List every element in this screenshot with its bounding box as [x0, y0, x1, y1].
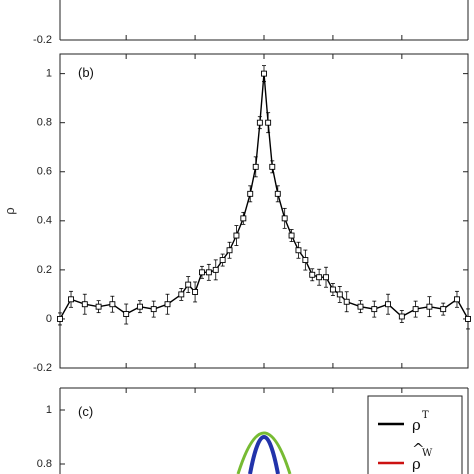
panel-b-ytick-label: 0.8 [37, 117, 52, 129]
panel-b-point-marker [465, 315, 471, 322]
panel-b-point-marker [240, 215, 247, 222]
panel-a: -0.2 [33, 0, 469, 46]
panel-a-ytick-label: -0.2 [33, 34, 52, 46]
legend-sup-rho-t: T [422, 410, 429, 421]
panel-b-point-marker [136, 303, 143, 310]
legend-sup-rho-w: W [422, 448, 433, 459]
panel-b-label: (b) [78, 65, 94, 80]
panel-c-peak-curve [248, 435, 280, 474]
panel-b-ytick-label: 0 [46, 313, 52, 325]
panel-b-point-marker [454, 296, 460, 303]
legend-symbol-rho-t: ρ [412, 416, 421, 434]
panel-b-point-marker [109, 301, 116, 308]
panel-b-point-marker [226, 247, 233, 254]
panel-b-y-ticks: -0.2 0 0.2 0.4 0.6 0.8 1 [33, 68, 468, 374]
panel-b-point-marker [81, 301, 88, 308]
panel-c-label: (c) [78, 404, 93, 419]
panel-b-point-marker [199, 269, 205, 276]
panel-b-ytick-label: 0.2 [37, 264, 52, 276]
y-axis-label: ρ [2, 207, 17, 214]
panel-b-ytick-label: 1 [46, 68, 52, 80]
panel-b: -0.2 0 0.2 0.4 0.6 0.8 1 (b) ρ [2, 53, 471, 374]
panel-b-point-marker [233, 232, 240, 239]
panel-b-point-marker [426, 303, 433, 310]
panel-c: 1 0.8 (c) ρ T ρ ^ W [37, 387, 469, 474]
panel-b-point-marker [316, 274, 323, 281]
legend-symbol-rho-w: ρ [412, 455, 421, 473]
panel-b-point-marker [323, 274, 329, 281]
panel-b-point-marker [371, 306, 378, 313]
panel-b-point-marker [123, 311, 130, 317]
legend-box [367, 395, 463, 474]
panel-b-frame [59, 53, 469, 369]
panel-b-point-marker [412, 306, 419, 313]
panel-b-point-marker [302, 257, 309, 264]
panel-b-point-marker [336, 291, 343, 298]
panel-b-point-marker [252, 163, 259, 170]
panel-a-x-ticks [125, 35, 403, 40]
panel-b-ytick-label: 0.6 [37, 166, 52, 178]
panel-b-point-marker [192, 289, 199, 295]
panel-b-point-marker [281, 215, 288, 222]
panel-b-point-marker [274, 190, 281, 197]
panel-b-point-marker [164, 301, 171, 308]
panel-b-x-ticks [125, 54, 403, 368]
legend-hat-rho-w: ^ [412, 440, 425, 458]
panel-c-ytick-1: 1 [46, 404, 52, 416]
panel-b-point-marker [269, 163, 276, 170]
panel-b-point-marker [261, 70, 267, 77]
panel-b-point-marker [150, 306, 157, 313]
panel-b-point-marker [343, 298, 350, 305]
legend: ρ T ρ ^ W [367, 395, 463, 474]
panel-b-point-marker [178, 291, 185, 298]
panel-b-ytick-label: -0.2 [33, 362, 52, 374]
panel-b-point-marker [256, 119, 263, 126]
panel-b-point-marker [309, 271, 316, 278]
panel-b-point-marker [247, 190, 254, 197]
panel-b-point-marker [440, 306, 447, 313]
panel-b-point-marker [329, 286, 336, 293]
panel-b-point-marker [385, 301, 392, 308]
panel-b-point-marker [57, 315, 63, 322]
panel-c-series [236, 431, 292, 474]
panel-b-point-marker [295, 247, 302, 254]
panel-b-point-marker [288, 232, 295, 239]
panel-c-ytick-08: 0.8 [37, 458, 52, 470]
panel-b-point-marker [205, 269, 212, 276]
panel-b-point-marker [95, 303, 102, 310]
panel-b-point-marker [398, 313, 405, 320]
panel-c-x-ticks [125, 388, 403, 393]
panel-b-point-marker [185, 281, 192, 288]
panel-b-point-marker [212, 266, 219, 273]
panel-c-peak-curve [236, 431, 292, 474]
panel-b-point-marker [357, 303, 364, 310]
panel-b-point-marker [265, 119, 272, 126]
panel-b-point-marker [219, 257, 226, 264]
panel-b-point-marker [68, 296, 74, 303]
panel-b-series [57, 65, 471, 330]
panel-b-ytick-label: 0.4 [37, 215, 52, 227]
